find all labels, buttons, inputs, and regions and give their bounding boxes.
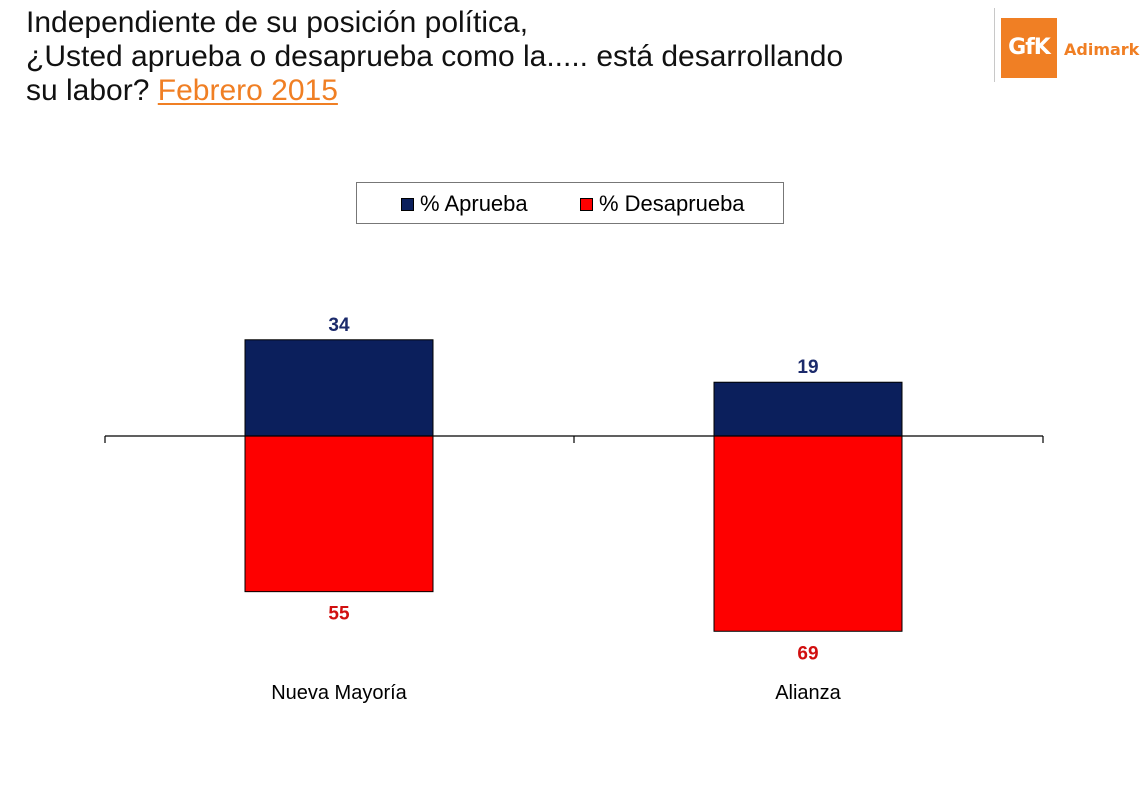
chart-labels: 34 55 Nueva Mayoría 19 69 Alianza bbox=[271, 315, 841, 704]
title-line-3: su labor? Febrero 2015 bbox=[26, 74, 976, 108]
data-label-desaprueba: 69 bbox=[797, 643, 818, 664]
chart-bars bbox=[244, 339, 903, 632]
data-label-aprueba: 34 bbox=[328, 315, 350, 336]
gfk-logo-mark: GfK bbox=[1001, 18, 1057, 78]
legend-item-desaprueba: % Desaprueba bbox=[580, 183, 745, 225]
title-date: Febrero 2015 bbox=[157, 74, 338, 107]
category-label: Nueva Mayoría bbox=[271, 682, 407, 704]
title-line-2: ¿Usted aprueba o desaprueba como la.....… bbox=[26, 40, 844, 73]
bar-aprueba bbox=[244, 339, 434, 437]
legend-label-aprueba: % Aprueba bbox=[420, 191, 528, 216]
bar-desaprueba bbox=[713, 435, 903, 632]
logo-divider bbox=[994, 8, 995, 82]
legend-swatch-aprueba bbox=[401, 197, 414, 211]
chart-legend: % Aprueba % Desaprueba bbox=[356, 182, 784, 224]
title-line-3-prefix: su labor? bbox=[26, 74, 150, 107]
data-label-desaprueba: 55 bbox=[328, 604, 350, 625]
legend-label-desaprueba: % Desaprueba bbox=[599, 191, 745, 216]
legend-item-aprueba: % Aprueba bbox=[401, 183, 528, 225]
bar-aprueba bbox=[713, 381, 903, 437]
data-label-aprueba: 19 bbox=[797, 357, 818, 378]
chart-axis bbox=[104, 435, 1044, 443]
gfk-adimark-logo: GfK Adimark bbox=[994, 8, 1140, 82]
adimark-logo-text: Adimark bbox=[1064, 40, 1140, 59]
legend-swatch-desaprueba bbox=[580, 197, 593, 211]
chart-title: Independiente de su posición política, ¿… bbox=[26, 6, 976, 108]
bar-desaprueba bbox=[244, 435, 434, 593]
category-label: Alianza bbox=[775, 682, 841, 704]
title-line-1: Independiente de su posición política, bbox=[26, 6, 529, 39]
